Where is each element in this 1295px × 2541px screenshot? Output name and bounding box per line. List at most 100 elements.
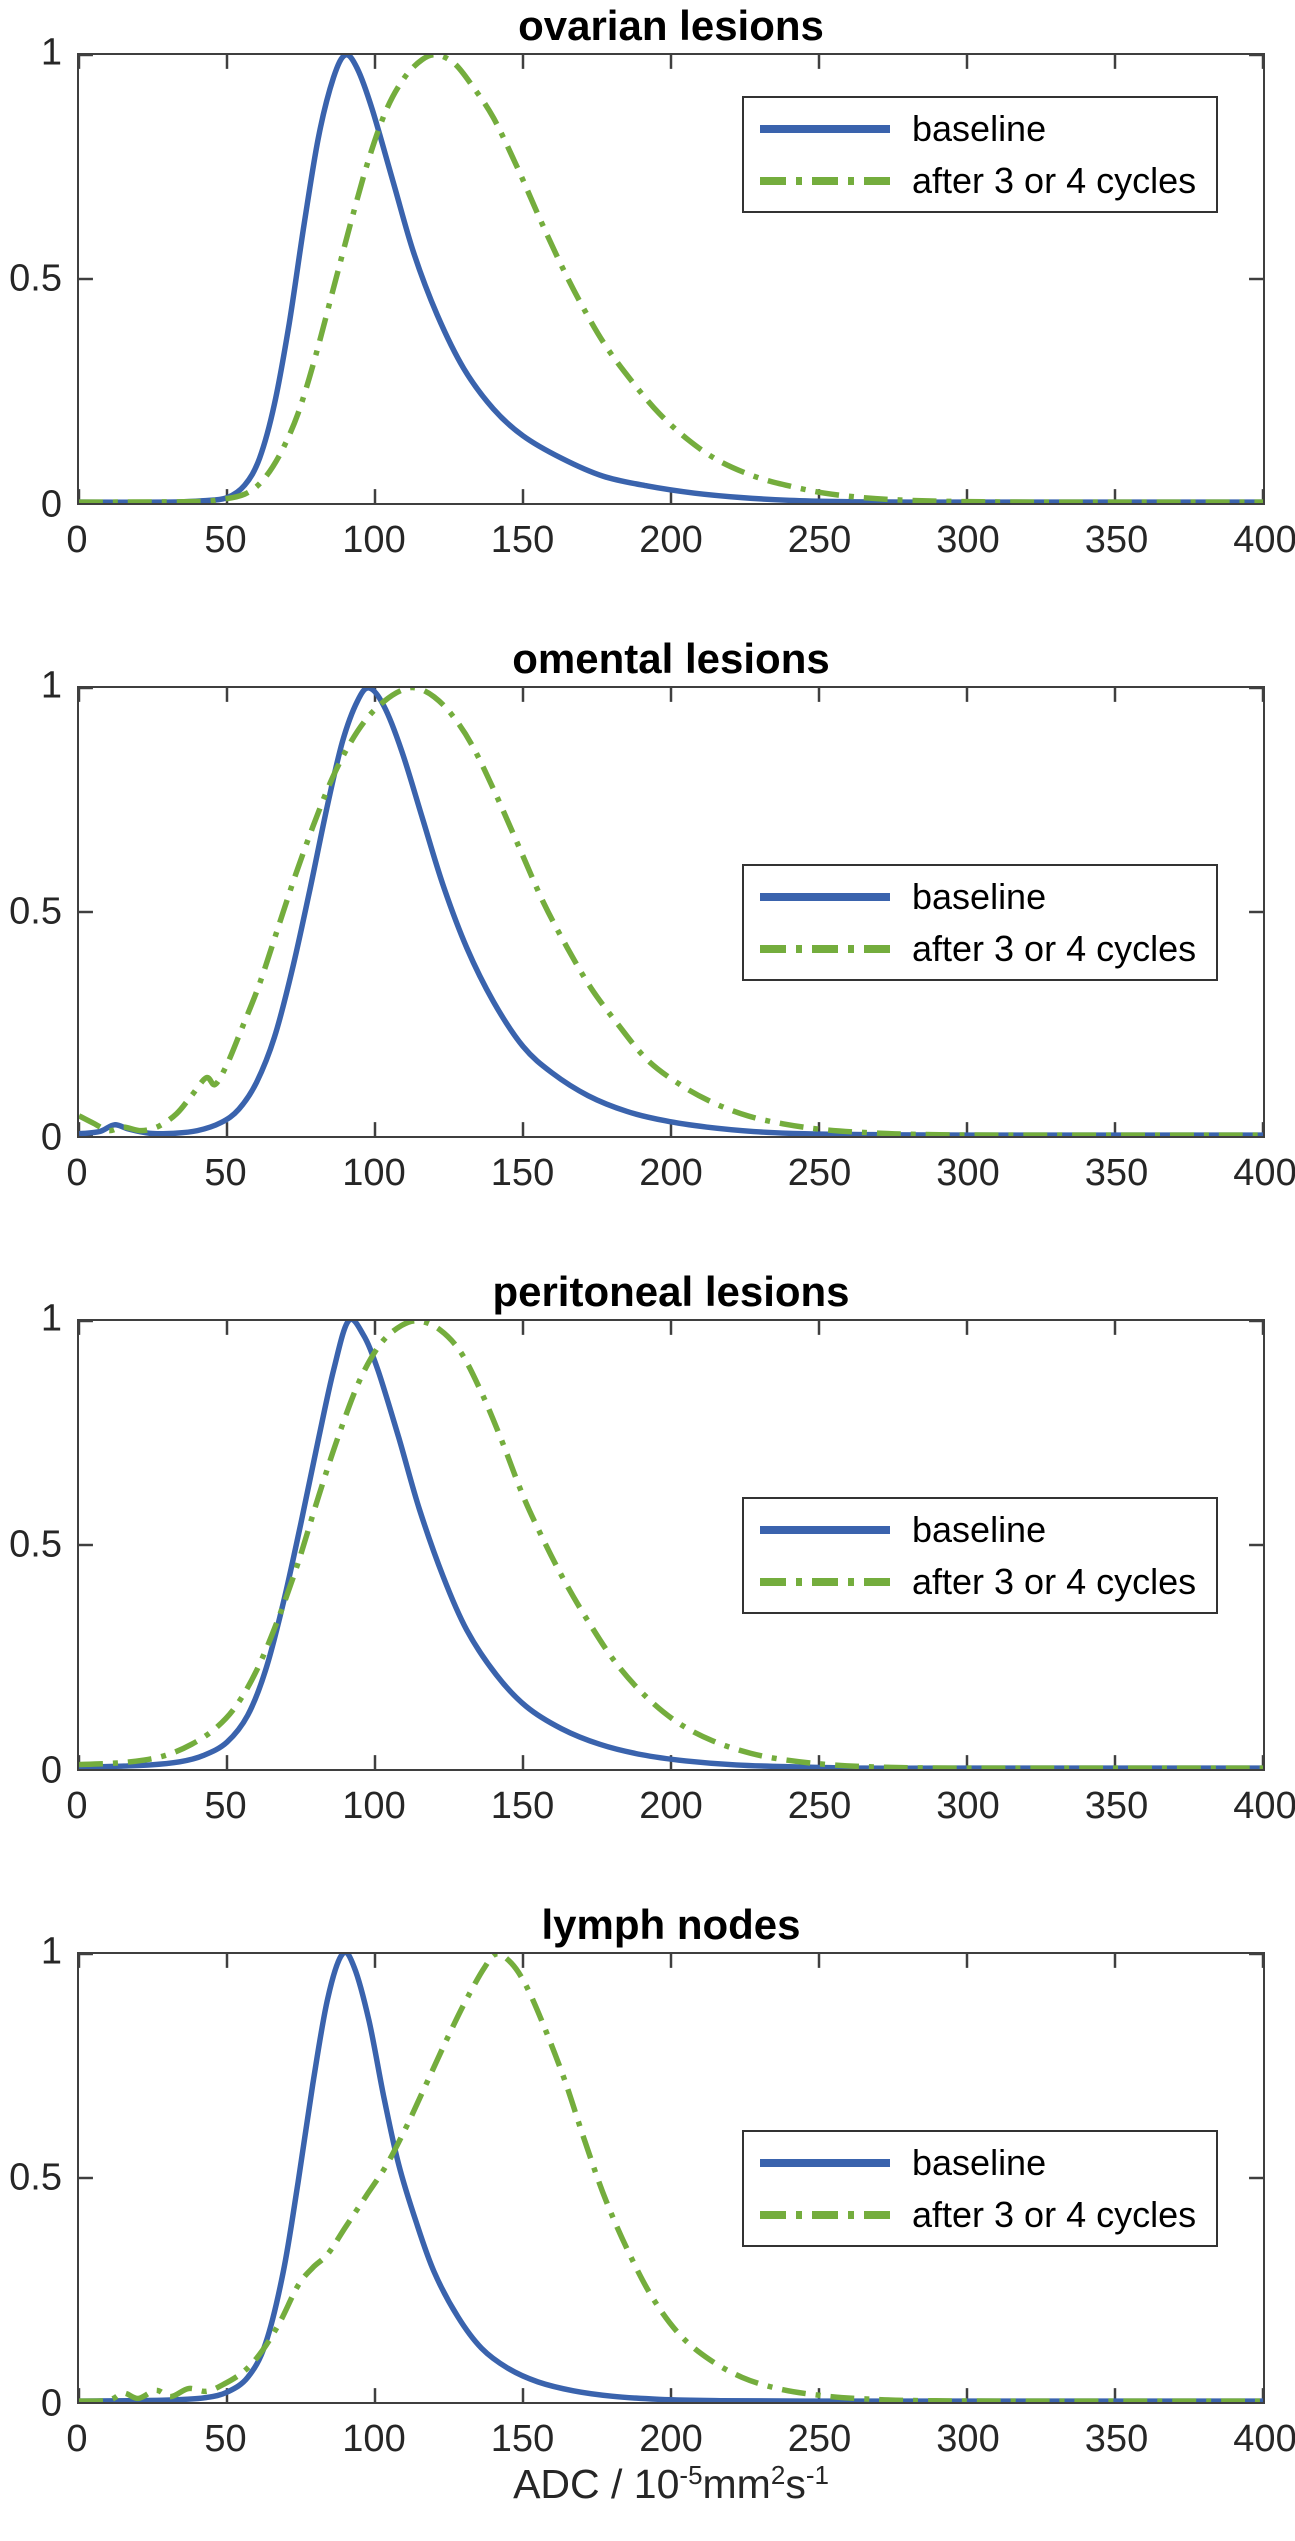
x-tick-label: 350 — [1084, 1785, 1149, 1827]
curve-baseline — [79, 1321, 1263, 1769]
legend-label: baseline — [912, 107, 1047, 149]
legend-label: after 3 or 4 cycles — [912, 2193, 1197, 2235]
x-tick-label: 0 — [66, 2418, 88, 2460]
x-tick-label: 0 — [66, 1152, 88, 1194]
y-tick-label: 0.5 — [9, 890, 62, 933]
x-tick-label: 200 — [639, 519, 703, 561]
legend-item-baseline: baseline — [760, 876, 1216, 918]
x-tick-label: 250 — [787, 519, 852, 561]
x-tick-label: 350 — [1084, 1152, 1149, 1194]
x-tick-label: 300 — [936, 1152, 1000, 1194]
subplot-peritoneal-lesions: peritoneal lesions 0 0.5 1 baseline after … — [0, 1266, 1295, 1899]
legend-solid-line-icon — [760, 892, 890, 901]
legend-item-after-cycles: after 3 or 4 cycles — [760, 2194, 1216, 2236]
x-axis-label-exponent: 2 — [770, 2460, 786, 2490]
curve-after-cycles — [79, 1954, 1263, 2402]
plot-area: baseline after 3 or 4 cycles — [77, 53, 1265, 505]
plot-title: omental lesions — [512, 635, 830, 682]
x-tick-label: 50 — [204, 1785, 247, 1827]
x-tick-label: 150 — [490, 519, 555, 561]
y-tick-label: 1 — [40, 31, 62, 74]
legend-dashdot-line-icon — [760, 2210, 890, 2219]
y-tick-label: 0.5 — [9, 2156, 62, 2199]
subplot-omental-lesions: omental lesions 0 0.5 1 baseline after 3 o… — [0, 633, 1295, 1266]
x-tick-label: 0 — [66, 519, 88, 561]
x-tick-label: 250 — [787, 2418, 852, 2460]
curve-baseline — [79, 1954, 1263, 2402]
x-axis-label: ADC / 10-5mm2s-1 — [77, 2460, 1265, 2508]
x-tick-label: 200 — [639, 1152, 703, 1194]
x-tick-label: 100 — [342, 1152, 406, 1194]
plot-area: baseline after 3 or 4 cycles — [77, 1952, 1265, 2404]
x-tick-label: 350 — [1084, 2418, 1149, 2460]
legend: baseline after 3 or 4 cycles — [742, 96, 1218, 213]
y-tick-label: 0.5 — [9, 1523, 62, 1566]
curves-svg — [79, 55, 1263, 503]
x-tick-label: 300 — [936, 2418, 1000, 2460]
legend: baseline after 3 or 4 cycles — [742, 1497, 1218, 1614]
subplot-ovarian-lesions: ovarian lesions 0 0.5 1 baseline after 3 o… — [0, 0, 1295, 633]
legend-item-baseline: baseline — [760, 108, 1216, 150]
legend-dashdot-line-icon — [760, 944, 890, 953]
curve-after-cycles — [79, 1321, 1263, 1769]
legend-item-after-cycles: after 3 or 4 cycles — [760, 1561, 1216, 1603]
plot-area: baseline after 3 or 4 cycles — [77, 686, 1265, 1138]
x-tick-label: 100 — [342, 2418, 406, 2460]
legend-solid-line-icon — [760, 1525, 890, 1534]
x-tick-label: 400 — [1233, 1785, 1295, 1827]
curve-baseline — [79, 688, 1263, 1136]
curve-after-cycles — [79, 55, 1263, 503]
curves-svg — [79, 688, 1263, 1136]
plot-title: ovarian lesions — [518, 2, 824, 49]
legend-label: after 3 or 4 cycles — [912, 927, 1197, 969]
legend-dashdot-line-icon — [760, 176, 890, 185]
x-axis-label-exponent: -5 — [679, 2460, 703, 2490]
legend-label: baseline — [912, 2141, 1047, 2183]
y-tick-label: 0 — [40, 2382, 62, 2425]
plot-area: baseline after 3 or 4 cycles — [77, 1319, 1265, 1771]
x-tick-label: 50 — [204, 2418, 247, 2460]
x-tick-label: 200 — [639, 2418, 703, 2460]
curve-baseline — [79, 55, 1263, 503]
x-tick-label: 350 — [1084, 519, 1149, 561]
x-tick-label: 150 — [490, 1152, 555, 1194]
x-tick-label: 250 — [787, 1785, 852, 1827]
x-tick-label: 300 — [936, 1785, 1000, 1827]
legend-solid-line-icon — [760, 124, 890, 133]
y-tick-label: 1 — [40, 1930, 62, 1973]
x-tick-label: 200 — [639, 1785, 703, 1827]
curve-after-cycles — [79, 688, 1263, 1136]
x-tick-label: 400 — [1233, 519, 1295, 561]
curves-svg — [79, 1954, 1263, 2402]
plot-title: lymph nodes — [541, 1901, 801, 1948]
x-tick-label: 250 — [787, 1152, 852, 1194]
legend-label: baseline — [912, 1508, 1047, 1550]
x-tick-label: 50 — [204, 1152, 247, 1194]
x-tick-label: 150 — [490, 2418, 555, 2460]
y-tick-label: 0 — [40, 1116, 62, 1159]
legend-label: after 3 or 4 cycles — [912, 1560, 1197, 1602]
legend-label: baseline — [912, 875, 1047, 917]
x-tick-label: 400 — [1233, 1152, 1295, 1194]
y-tick-label: 1 — [40, 664, 62, 707]
y-tick-label: 0 — [40, 1749, 62, 1792]
y-tick-label: 1 — [40, 1297, 62, 1340]
subplot-lymph-nodes: lymph nodes 0 0.5 1 baseline after 3 or 4 … — [0, 1899, 1295, 2532]
plot-title: peritoneal lesions — [492, 1268, 850, 1315]
legend-item-baseline: baseline — [760, 2142, 1216, 2184]
x-tick-label: 50 — [204, 519, 247, 561]
legend-item-after-cycles: after 3 or 4 cycles — [760, 928, 1216, 970]
x-tick-label: 0 — [66, 1785, 88, 1827]
x-tick-label: 100 — [342, 1785, 406, 1827]
x-tick-label: 150 — [490, 1785, 555, 1827]
legend: baseline after 3 or 4 cycles — [742, 2130, 1218, 2247]
legend-item-baseline: baseline — [760, 1509, 1216, 1551]
y-tick-label: 0.5 — [9, 257, 62, 300]
legend-solid-line-icon — [760, 2158, 890, 2167]
x-tick-label: 300 — [936, 519, 1000, 561]
x-axis-label-unit: s — [785, 2461, 806, 2507]
x-axis-label-unit: mm — [702, 2461, 771, 2507]
x-tick-label: 400 — [1233, 2418, 1295, 2460]
legend-label: after 3 or 4 cycles — [912, 159, 1197, 201]
legend-item-after-cycles: after 3 or 4 cycles — [760, 160, 1216, 202]
